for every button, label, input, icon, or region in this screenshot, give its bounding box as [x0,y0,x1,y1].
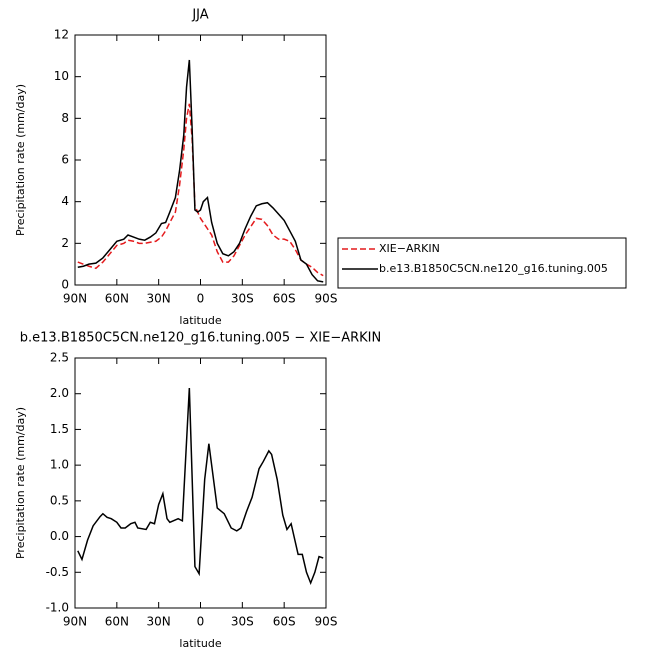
x-tick-label: 30S [231,292,254,306]
x-tick-label: 90S [315,615,338,629]
y-axis-label: Precipitation rate (mm/day) [14,407,27,559]
y-tick-label: 0.0 [50,529,69,543]
series-line [77,103,324,277]
series-line [77,59,324,283]
x-tick-label: 60S [273,615,296,629]
x-tick-label: 90S [315,292,338,306]
x-tick-label: 90N [63,615,87,629]
y-tick-label: 8 [61,111,69,125]
x-tick-label: 90N [63,292,87,306]
legend-label: b.e13.B1850C5CN.ne120_g16.tuning.005 [379,262,608,275]
y-tick-label: 6 [61,153,69,167]
y-tick-label: 0 [61,278,69,292]
x-tick-label: 0 [197,615,205,629]
legend-label: XIE−ARKIN [379,242,440,255]
x-tick-label: 60S [273,292,296,306]
y-tick-label: -1.0 [46,601,69,615]
x-tick-label: 0 [197,292,205,306]
series-line [77,387,324,586]
y-tick-label: 2.0 [50,386,69,400]
x-tick-label: 30S [231,615,254,629]
plot-frame [74,357,327,609]
x-axis-label: latitude [179,637,221,650]
y-tick-label: 10 [54,69,69,83]
x-tick-label: 30N [147,292,171,306]
y-tick-label: 2 [61,236,69,250]
y-tick-label: 0.5 [50,493,69,507]
x-tick-label: 60N [105,292,129,306]
y-axis-label: Precipitation rate (mm/day) [14,84,27,236]
legend-box [337,237,627,289]
y-tick-label: -0.5 [46,565,69,579]
y-tick-label: 2.5 [50,351,69,365]
plot-frame [74,34,327,286]
x-tick-label: 60N [105,615,129,629]
y-tick-label: 12 [54,28,69,42]
x-tick-label: 30N [147,615,171,629]
chart-title: JJA [191,8,208,23]
y-tick-label: 1.0 [50,458,69,472]
x-axis-label: latitude [179,314,221,327]
chart-title: b.e13.B1850C5CN.ne120_g16.tuning.005 − X… [20,331,381,346]
y-tick-label: 1.5 [50,422,69,436]
y-tick-label: 4 [61,194,69,208]
